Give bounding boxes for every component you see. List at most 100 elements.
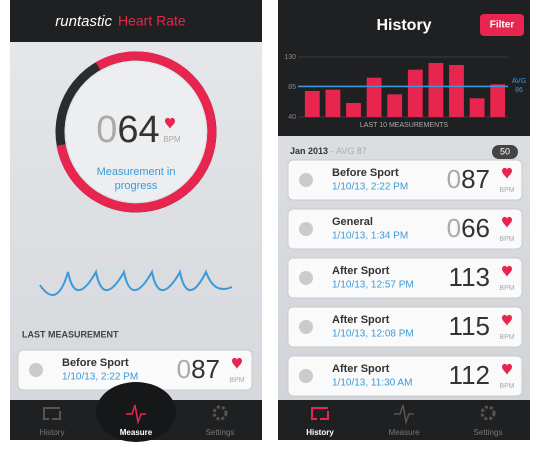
row-value-digits: 115 — [449, 311, 490, 341]
heart-icon — [165, 117, 175, 129]
activity-icon — [299, 320, 313, 334]
group-title: Jan 2013- AVG 87 — [290, 146, 367, 156]
count: 50 — [500, 146, 510, 156]
activity-icon — [299, 271, 313, 285]
heart-icon — [502, 363, 512, 375]
tab-icon — [311, 407, 329, 420]
row-unit: BPM — [499, 334, 514, 341]
row-date: 1/10/13, 11:30 AM — [332, 378, 412, 389]
heart-icon — [232, 357, 242, 369]
bar — [325, 89, 341, 117]
tab-label[interactable]: History — [40, 428, 65, 437]
activity-icon — [29, 363, 43, 377]
tab-label[interactable]: Measure — [388, 428, 420, 437]
row-value: 115 — [449, 311, 490, 341]
chart-caption: LAST 10 MEASUREMENTS — [360, 122, 449, 129]
row-unit: BPM — [499, 236, 514, 243]
row-value: 112 — [449, 360, 490, 390]
tab-icon — [212, 405, 228, 421]
tab-label[interactable]: Settings — [474, 428, 503, 437]
bar — [346, 103, 361, 117]
row-value-lead: 0 — [447, 213, 461, 243]
row-date: 1/10/13, 1:34 PM — [332, 231, 408, 242]
row-value: 087 — [447, 164, 490, 194]
section-label: LAST MEASUREMENT — [22, 329, 119, 339]
measurement-card[interactable] — [287, 355, 523, 397]
bar — [366, 77, 382, 117]
filter-label[interactable]: Filter — [490, 20, 515, 31]
row-unit: BPM — [229, 377, 244, 384]
tab-icon — [394, 404, 414, 425]
row-date: 1/10/13, 2:22 PM — [62, 372, 138, 383]
measurement-card[interactable] — [287, 159, 523, 201]
status: Measurement in — [97, 166, 176, 178]
tab-label[interactable]: History — [306, 428, 334, 437]
reading-lead: 0 — [96, 109, 117, 151]
filter-button[interactable] — [480, 14, 524, 36]
logo: runtastic — [55, 13, 112, 30]
avg-value: 86 — [515, 87, 523, 94]
row-value: 066 — [447, 213, 490, 243]
heart-icon — [502, 265, 512, 277]
measurement-card[interactable] — [287, 306, 523, 348]
row-date: 1/10/13, 2:22 PM — [332, 182, 408, 193]
measurement-card[interactable] — [287, 257, 523, 299]
bar — [304, 91, 320, 117]
measurement-card[interactable] — [287, 208, 523, 250]
row-title: After Sport — [332, 265, 390, 277]
row-value-digits: 87 — [191, 354, 220, 384]
tab-icon — [480, 405, 496, 421]
tab-icon — [43, 407, 61, 420]
row-title: After Sport — [332, 363, 390, 375]
row-value-digits: 112 — [449, 360, 490, 390]
bar — [469, 98, 485, 117]
bar — [449, 65, 464, 117]
row-value-lead: 0 — [177, 354, 191, 384]
app-name: Heart Rate — [118, 13, 186, 29]
bar — [387, 94, 403, 117]
y-tick-label: 130 — [284, 54, 296, 61]
row-unit: BPM — [499, 187, 514, 194]
heart-icon — [502, 167, 512, 179]
heart-icon — [502, 314, 512, 326]
unit: BPM — [163, 135, 181, 144]
reading-digits: 64 — [117, 109, 159, 151]
tab-icon — [126, 404, 146, 425]
y-tick-label: 85 — [288, 84, 296, 91]
row-title: Before Sport — [62, 357, 129, 369]
activity-icon — [299, 173, 313, 187]
activity-icon — [299, 369, 313, 383]
row-date: 1/10/13, 12:57 PM — [332, 280, 414, 291]
row-value-digits: 66 — [461, 213, 490, 243]
pulse-wave — [39, 269, 233, 296]
tab-label[interactable]: Settings — [206, 428, 235, 437]
group-avg: - AVG 87 — [331, 146, 367, 156]
row-value-lead: 0 — [447, 164, 461, 194]
left-header — [10, 0, 262, 42]
ring-progress — [56, 51, 217, 213]
screen-title: History — [376, 17, 431, 34]
row-value-digits: 87 — [461, 164, 490, 194]
tab-label[interactable]: Measure — [120, 428, 153, 437]
heart-icon — [502, 216, 512, 228]
row-value: 087 — [177, 354, 220, 384]
activity-icon — [299, 222, 313, 236]
bar — [407, 69, 423, 117]
row-title: General — [332, 216, 373, 228]
row-value-digits: 113 — [449, 262, 490, 292]
count-badge — [492, 145, 518, 159]
group-month: Jan 2013 — [290, 146, 328, 156]
avg-label: AVG — [512, 78, 526, 85]
row-unit: BPM — [499, 285, 514, 292]
row-title: After Sport — [332, 314, 390, 326]
status: progress — [115, 180, 158, 192]
bar — [428, 63, 444, 117]
row-title: Before Sport — [332, 167, 399, 179]
row-unit: BPM — [499, 383, 514, 390]
ring-face — [66, 62, 206, 202]
y-tick-label: 40 — [288, 114, 296, 121]
row-date: 1/10/13, 12:08 PM — [332, 329, 414, 340]
reading: 064 — [96, 109, 159, 151]
row-value: 113 — [449, 262, 490, 292]
